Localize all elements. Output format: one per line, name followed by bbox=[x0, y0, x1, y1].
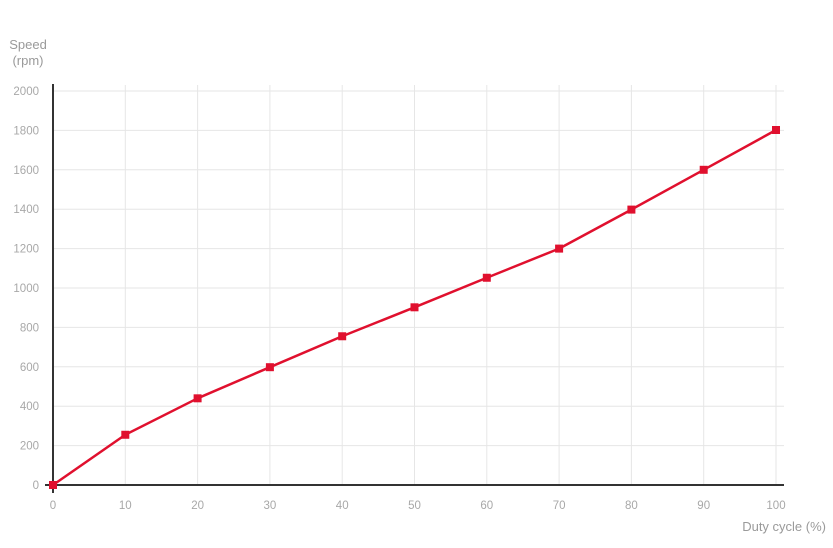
x-tick-label: 70 bbox=[553, 500, 566, 512]
y-tick-label: 600 bbox=[20, 362, 39, 374]
grid bbox=[53, 85, 784, 485]
x-axis-title: Duty cycle (%) bbox=[742, 519, 826, 534]
data-point-marker bbox=[699, 165, 708, 174]
data-point-marker bbox=[265, 363, 274, 372]
y-tick-label: 0 bbox=[33, 480, 39, 492]
y-tick-label: 200 bbox=[20, 441, 39, 453]
series bbox=[49, 126, 780, 489]
y-tick-label: 1600 bbox=[13, 165, 39, 177]
data-point-marker bbox=[555, 244, 564, 253]
data-point-marker bbox=[772, 126, 780, 135]
data-point-marker bbox=[627, 205, 636, 214]
y-tick-label: 2000 bbox=[13, 86, 39, 98]
y-axis-title: Speed (rpm) bbox=[0, 37, 56, 69]
y-tick-label: 1800 bbox=[13, 125, 39, 137]
tick-labels: 0 200 400 600 800 1000 1200 1400 1600 1800 2000 0 10… bbox=[13, 86, 785, 512]
x-tick-label: 40 bbox=[336, 500, 349, 512]
data-point-marker bbox=[410, 303, 419, 312]
data-point-marker bbox=[121, 430, 130, 439]
x-tick-label: 30 bbox=[264, 500, 277, 512]
y-tick-label: 1200 bbox=[13, 244, 39, 256]
x-tick-label: 100 bbox=[766, 500, 785, 512]
x-tick-label: 50 bbox=[408, 500, 421, 512]
y-axis-title-line2: (rpm) bbox=[12, 53, 44, 68]
axes bbox=[45, 84, 784, 493]
x-tick-label: 80 bbox=[625, 500, 638, 512]
y-tick-label: 400 bbox=[20, 401, 39, 413]
x-tick-label: 90 bbox=[697, 500, 710, 512]
x-tick-label: 0 bbox=[50, 500, 56, 512]
x-tick-label: 60 bbox=[480, 500, 493, 512]
data-point-marker bbox=[482, 273, 491, 282]
y-tick-label: 800 bbox=[20, 322, 39, 334]
x-tick-label: 20 bbox=[191, 500, 204, 512]
data-point-marker bbox=[49, 481, 57, 489]
y-tick-label: 1400 bbox=[13, 204, 39, 216]
data-point-marker bbox=[193, 394, 202, 403]
x-tick-label: 10 bbox=[119, 500, 132, 512]
y-axis-title-line1: Speed bbox=[9, 37, 47, 52]
data-point-marker bbox=[338, 332, 347, 341]
y-tick-label: 1000 bbox=[13, 283, 39, 295]
